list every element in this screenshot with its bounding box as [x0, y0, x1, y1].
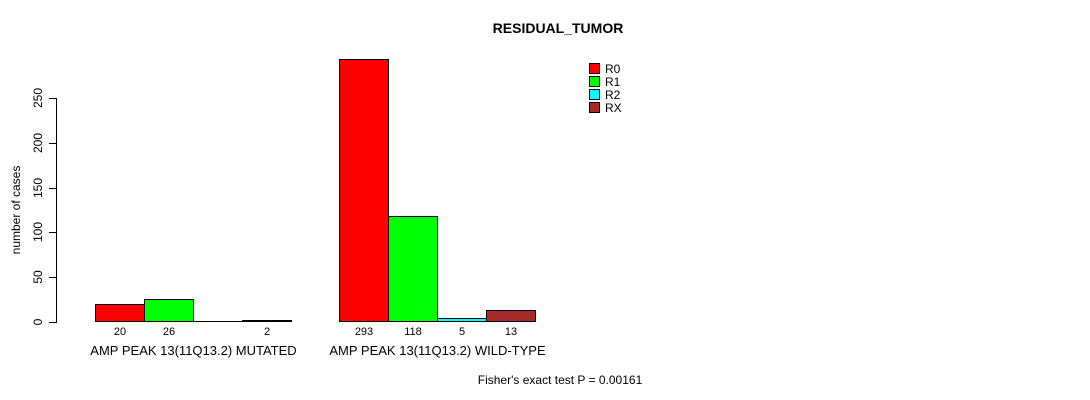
- bar-rx-group1: [242, 320, 292, 322]
- bar-value-label: 13: [504, 326, 518, 338]
- legend-label: R1: [605, 74, 621, 89]
- y-axis-label: number of cases: [9, 165, 23, 255]
- y-tick-mark: [49, 98, 56, 99]
- legend-swatch-r2: [589, 89, 600, 100]
- bar-r1-group1: [144, 299, 194, 322]
- bar-value-label: 26: [162, 326, 176, 338]
- legend-swatch-r1: [589, 76, 600, 87]
- fisher-test-annotation: Fisher's exact test P = 0.00161: [477, 373, 643, 387]
- bar-value-label: 293: [354, 326, 374, 338]
- y-tick-label: 100: [31, 221, 45, 243]
- y-tick-mark: [49, 277, 56, 278]
- y-tick-label: 0: [31, 318, 45, 326]
- y-tick-mark: [49, 143, 56, 144]
- y-tick-label: 250: [31, 87, 45, 109]
- legend-item-rx: RX: [589, 100, 622, 115]
- y-tick-label: 200: [31, 132, 45, 154]
- bar-r1-group2: [388, 216, 438, 322]
- bar-value-label: 5: [458, 326, 466, 338]
- legend-item-r2: R2: [589, 87, 622, 102]
- legend-swatch-r0: [589, 63, 600, 74]
- chart-title: RESIDUAL_TUMOR: [492, 20, 624, 36]
- y-tick-mark: [49, 232, 56, 233]
- y-tick-label: 150: [31, 177, 45, 199]
- bar-value-label: 20: [113, 326, 127, 338]
- legend-item-r0: R0: [589, 61, 622, 76]
- bar-value-label: 2: [263, 326, 271, 338]
- category-label: AMP PEAK 13(11Q13.2) WILD-TYPE: [329, 343, 546, 358]
- y-axis-line: [56, 98, 57, 323]
- bar-value-label: 118: [404, 326, 422, 338]
- legend-label: RX: [605, 100, 622, 115]
- category-label: AMP PEAK 13(11Q13.2) MUTATED: [90, 343, 297, 358]
- bar-r0-group2: [339, 59, 389, 322]
- y-tick-label: 50: [31, 270, 45, 284]
- legend: R0 R1 R2 RX: [589, 61, 622, 115]
- legend-item-r1: R1: [589, 74, 622, 89]
- y-tick-mark: [49, 188, 56, 189]
- bar-rx-group2: [486, 310, 536, 322]
- legend-swatch-rx: [589, 102, 600, 113]
- y-tick-mark: [49, 322, 56, 323]
- bar-r2-group2: [437, 318, 487, 322]
- legend-label: R0: [605, 61, 621, 76]
- legend-label: R2: [605, 87, 621, 102]
- bar-r0-group1: [95, 304, 145, 322]
